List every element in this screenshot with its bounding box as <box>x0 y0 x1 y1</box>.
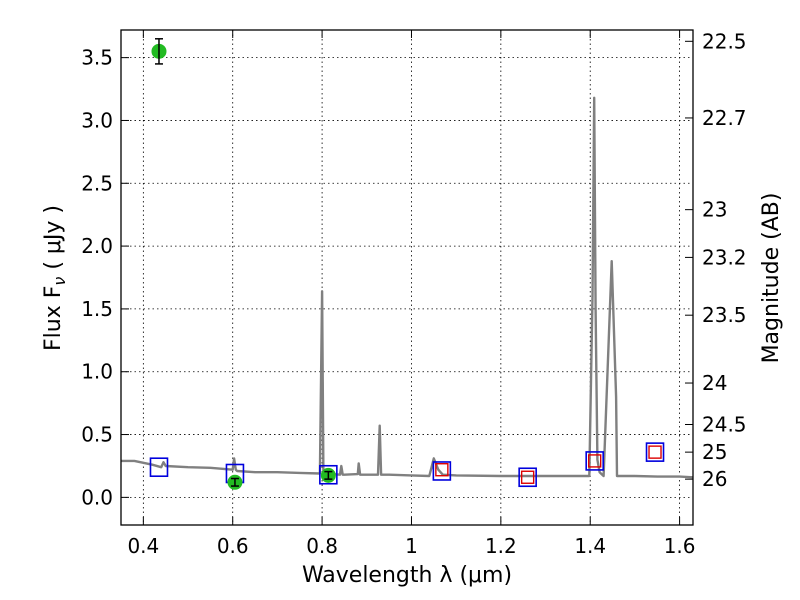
model-photometry-marker <box>585 451 604 471</box>
spectrum-layer <box>121 96 694 479</box>
y2-tick-label: 22.5 <box>702 29 747 53</box>
y-tick-label: 2.0 <box>81 234 113 258</box>
plot-frame <box>120 29 694 526</box>
model-photometry-marker <box>149 457 169 478</box>
y-tick-label: 0.5 <box>81 423 113 447</box>
y-axis-label-sub: ν <box>50 277 69 286</box>
y-axis-label: Flux Fν ( μJy ) <box>41 205 69 351</box>
x-axis: 0.4 0.6 0.8 1 1.2 1.4 1.6 <box>127 30 696 558</box>
y2-axis: 22.5 22.7 23 23.2 23.5 24 24.5 25 26 <box>685 29 747 491</box>
x-tick-label: 1 <box>405 534 418 558</box>
y2-tick-label: 26 <box>702 467 727 491</box>
x-axis-label: Wavelength λ (μm) <box>302 563 512 588</box>
y2-tick-label: 23.5 <box>702 303 747 327</box>
y-axis-label-main: Flux F <box>41 286 66 351</box>
x-tick-label: 0.8 <box>306 534 338 558</box>
observed-photometry-marker <box>435 463 449 477</box>
y-tick-label: 1.5 <box>81 297 113 321</box>
plot-background <box>121 30 693 525</box>
y-axis: 0.0 0.5 1.0 1.5 2.0 2.5 3.0 3.5 <box>81 46 129 509</box>
y2-tick-label: 23.2 <box>702 245 747 269</box>
model-spectrum-line <box>121 96 694 479</box>
y2-axis-label: Magnitude (AB) <box>759 193 784 364</box>
y-tick-label: 1.0 <box>81 360 113 384</box>
x-tick-label: 0.4 <box>127 534 159 558</box>
x-tick-label: 1.6 <box>664 534 696 558</box>
y-tick-label: 3.0 <box>81 108 113 132</box>
x-tick-label: 0.6 <box>217 534 249 558</box>
markers-layer <box>149 38 665 490</box>
observed-photometry-marker <box>648 445 662 459</box>
y2-tick-label: 22.7 <box>702 106 747 130</box>
y-axis-label-unit: ( μJy ) <box>41 205 66 277</box>
y2-tick-label: 24 <box>702 371 727 395</box>
x-tick-label: 1.2 <box>485 534 517 558</box>
model-photometry-marker <box>319 464 338 485</box>
grid <box>121 30 693 525</box>
observed-photometry-marker <box>587 454 602 468</box>
y2-tick-label: 25 <box>702 440 727 464</box>
observed-photometry-marker <box>520 470 535 484</box>
model-photometry-marker <box>432 461 452 481</box>
x-tick-label: 1.4 <box>574 534 606 558</box>
y-tick-label: 3.5 <box>81 46 113 70</box>
model-photometry-marker <box>645 442 665 462</box>
y2-tick-label: 24.5 <box>702 412 747 436</box>
model-photometry-marker <box>518 467 537 488</box>
y-tick-label: 0.0 <box>81 485 113 509</box>
y2-tick-label: 23 <box>702 198 727 222</box>
y-tick-label: 2.5 <box>81 171 113 195</box>
